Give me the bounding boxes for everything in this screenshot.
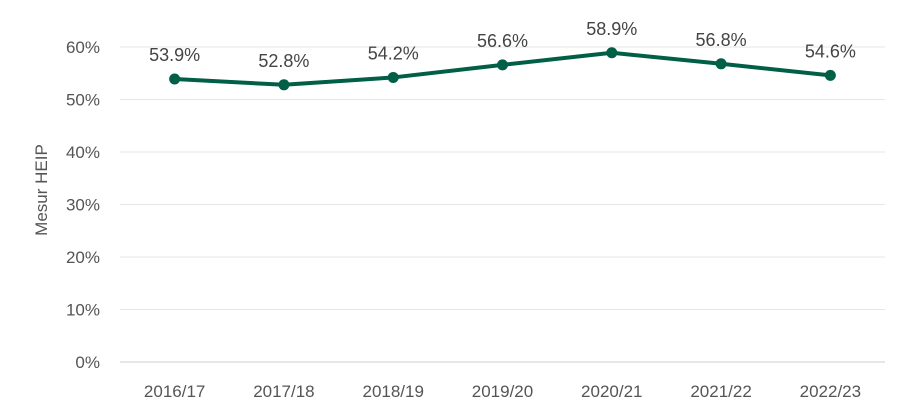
data-label: 54.2% [368,43,419,63]
y-tick-label: 0% [75,353,100,372]
data-point [824,69,836,81]
data-label: 53.9% [149,45,200,65]
y-tick-label: 60% [66,38,100,57]
data-point [169,73,181,85]
data-point [606,47,618,59]
x-axis-ticks: 2016/17 2017/18 2018/19 2019/20 2020/21 2021/… [144,382,861,401]
y-tick-label: 10% [66,301,100,320]
y-tick-label: 50% [66,91,100,110]
series-group [169,47,836,91]
y-tick-label: 30% [66,196,100,215]
data-labels: 53.9% 52.8% 54.2% 56.6% 58.9% 56.8% 54.6% [149,19,856,71]
x-tick-label: 2018/19 [362,382,423,401]
y-axis-title: Mesur HEIP [32,144,51,236]
data-point [497,59,508,71]
data-label: 56.6% [477,31,528,51]
x-tick-label: 2021/22 [690,382,751,401]
x-tick-label: 2019/20 [472,382,533,401]
y-tick-label: 20% [66,248,100,267]
data-label: 58.9% [586,19,637,39]
x-tick-label: 2020/21 [581,382,642,401]
data-point [278,79,290,91]
data-point [715,58,727,70]
data-label: 54.6% [805,41,856,61]
x-tick-label: 2022/23 [800,382,861,401]
y-axis-ticks: 0% 10% 20% 30% 40% 50% 60% [66,38,100,372]
data-point [387,71,399,83]
x-tick-label: 2016/17 [144,382,205,401]
y-tick-label: 40% [66,143,100,162]
data-label: 52.8% [258,51,309,71]
x-tick-label: 2017/18 [253,382,314,401]
gridlines [120,46,885,363]
data-label: 56.8% [696,30,747,50]
